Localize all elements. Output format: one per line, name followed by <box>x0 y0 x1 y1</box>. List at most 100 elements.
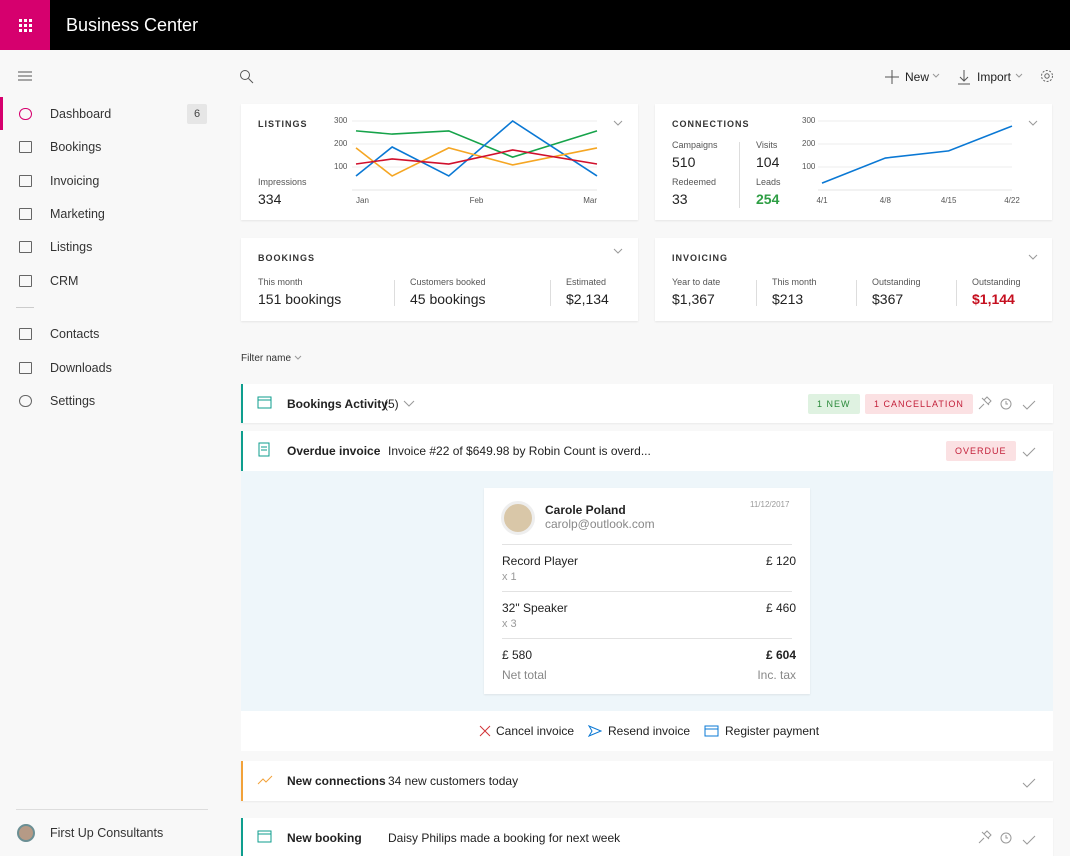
stat-value: $1,367 <box>672 291 715 307</box>
divider <box>856 280 857 306</box>
divider <box>550 280 551 306</box>
nav-item[interactable]: Dashboard <box>50 107 112 121</box>
card-icon <box>704 725 719 737</box>
activity-title: Bookings Activity <box>287 397 388 411</box>
item-name: Record Player <box>502 554 579 568</box>
stat-value: 334 <box>258 191 282 207</box>
nav-item[interactable]: Invoicing <box>50 174 100 188</box>
account-avatar <box>17 824 35 842</box>
search-icon[interactable] <box>239 69 255 85</box>
header <box>0 0 1070 50</box>
stat-label: This month <box>258 277 303 287</box>
app-launcher[interactable] <box>0 0 50 50</box>
customer-name: Carole Poland <box>545 503 626 517</box>
import-button[interactable]: Import <box>977 70 1012 84</box>
action[interactable]: Register payment <box>725 724 820 738</box>
activity-row[interactable] <box>241 431 1053 471</box>
tag: OVERDUE <box>946 441 1016 461</box>
stat-label: Campaigns <box>672 140 718 150</box>
stat-label: Outstanding <box>872 277 921 287</box>
stat-value: $1,144 <box>972 291 1015 307</box>
waffle-icon <box>19 19 32 32</box>
cancel-icon <box>479 725 491 737</box>
stat-label: Outstanding <box>972 277 1021 287</box>
invoicing-card <box>655 238 1052 321</box>
net-label: Net total <box>502 668 547 682</box>
activity-row[interactable] <box>241 761 1053 801</box>
activity-text: 34 new customers today <box>388 774 519 788</box>
total-amount: £ 604 <box>765 648 796 662</box>
stat-value: $213 <box>772 291 804 307</box>
divider <box>394 280 395 306</box>
filter[interactable]: Filter name <box>241 353 292 364</box>
stat-label: Estimated <box>566 277 607 287</box>
net-amount: £ 580 <box>502 648 533 662</box>
nav-icon <box>19 328 32 340</box>
card-title: LISTINGS <box>258 119 308 129</box>
divider <box>502 591 792 592</box>
item-qty: x 1 <box>502 571 517 583</box>
nav-badge: 6 <box>187 104 207 124</box>
nav-separator <box>16 307 34 308</box>
trend-icon <box>257 775 273 785</box>
account-name[interactable]: First Up Consultants <box>50 826 164 840</box>
nav-icon <box>19 241 32 253</box>
stat-label: Impressions <box>258 177 307 187</box>
stat-label: Year to date <box>672 277 721 287</box>
nav-icon <box>19 208 32 220</box>
divider <box>502 544 792 545</box>
activity-title: New connections <box>287 774 386 788</box>
nav-icon <box>19 141 32 153</box>
active-indicator <box>0 97 3 130</box>
divider <box>739 142 740 208</box>
action[interactable]: Resend invoice <box>608 724 691 738</box>
sidebar <box>0 50 228 856</box>
nav-icon <box>19 395 32 407</box>
item-name: 32" Speaker <box>502 601 568 615</box>
activity-title: Overdue invoice <box>287 444 381 458</box>
divider <box>502 638 792 639</box>
nav-item[interactable]: CRM <box>50 274 79 288</box>
nav-icon <box>19 108 32 120</box>
activity-row[interactable] <box>241 818 1053 856</box>
stat-value: $367 <box>872 291 904 307</box>
action[interactable]: Cancel invoice <box>496 724 575 738</box>
import-icon <box>958 70 970 85</box>
stat-label: This month <box>772 277 817 287</box>
nav-item[interactable]: Settings <box>50 394 96 408</box>
stat-value: 33 <box>672 191 688 207</box>
nav-icon <box>19 362 32 374</box>
stat-value: 45 bookings <box>410 291 486 307</box>
plus-icon <box>885 70 899 84</box>
settings-icon[interactable] <box>1040 69 1055 84</box>
nav-item[interactable]: Downloads <box>50 361 112 375</box>
item-price: £ 120 <box>765 554 796 568</box>
nav-item[interactable]: Bookings <box>50 140 102 154</box>
nav-item[interactable]: Listings <box>50 240 93 254</box>
nav-item[interactable]: Marketing <box>50 207 105 221</box>
avatar <box>501 501 535 535</box>
nav-icon <box>19 275 32 287</box>
nav-item[interactable]: Contacts <box>50 327 100 341</box>
stat-value: 104 <box>756 154 780 170</box>
nav-separator <box>16 809 208 810</box>
actions-bar <box>241 711 1053 751</box>
activity-text: Daisy Philips made a booking for next we… <box>388 831 621 845</box>
activity-title: New booking <box>287 831 362 845</box>
bookings-card <box>241 238 638 321</box>
total-label: Inc. tax <box>757 668 796 682</box>
divider <box>956 280 957 306</box>
customer-email: carolp@outlook.com <box>545 517 655 531</box>
card-title: CONNECTIONS <box>672 119 750 129</box>
stat-value: 254 <box>756 191 780 207</box>
send-icon <box>588 725 602 737</box>
divider <box>756 280 757 306</box>
menu-icon[interactable] <box>17 70 33 82</box>
card-title: BOOKINGS <box>258 253 316 263</box>
stat-label: Visits <box>756 140 778 150</box>
new-button[interactable]: New <box>905 70 930 84</box>
invoice-date: 11/12/2017 <box>750 500 790 509</box>
item-qty: x 3 <box>502 618 517 630</box>
tag: 1 NEW <box>808 394 860 414</box>
